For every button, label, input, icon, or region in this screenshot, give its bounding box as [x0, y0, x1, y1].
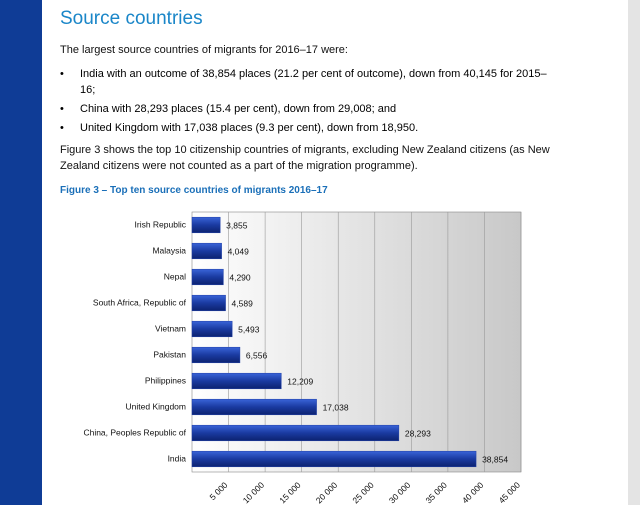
bar: [191, 450, 477, 468]
value-label: 12,209: [287, 376, 313, 386]
y-tick-label: India: [168, 453, 187, 463]
figure-title: Figure 3 – Top ten source countries of m…: [60, 185, 328, 196]
y-tick-label: Philippines: [145, 375, 186, 385]
y-tick-label: South Africa, Republic of: [93, 297, 187, 307]
bullet: India with an outcome of 38,854 places (…: [60, 66, 560, 98]
bar: [191, 346, 241, 364]
bullet: China with 28,293 places (15.4 per cent)…: [60, 101, 560, 117]
bar: [191, 268, 224, 286]
bar: [191, 398, 317, 416]
bar: [191, 424, 400, 442]
x-tick-label: 10 000: [241, 480, 267, 505]
x-tick-label: 30 000: [387, 480, 413, 505]
y-tick-label: Pakistan: [153, 349, 186, 359]
value-label: 6,556: [246, 350, 268, 360]
x-tick-label: 15 000: [277, 480, 303, 505]
value-label: 5,493: [238, 324, 260, 334]
y-tick-label: Irish Republic: [135, 219, 187, 229]
value-label: 4,290: [229, 272, 251, 282]
bar: [191, 320, 233, 338]
value-label: 4,589: [232, 298, 254, 308]
y-tick-label: United Kingdom: [126, 401, 186, 411]
x-tick-label: 25 000: [350, 480, 376, 505]
value-label: 3,855: [226, 220, 248, 230]
bar: [191, 294, 226, 312]
bullet: United Kingdom with 17,038 places (9.3 p…: [60, 120, 560, 136]
side-strip: [0, 0, 42, 505]
heading: Source countries: [60, 8, 203, 29]
bar: [191, 216, 221, 234]
value-label: 38,854: [482, 454, 508, 464]
y-tick-label: Malaysia: [152, 245, 186, 255]
paragraph: Figure 3 shows the top 10 citizenship co…: [60, 144, 550, 172]
x-tick-label: 5 000: [207, 480, 229, 502]
intro: The largest source countries of migrants…: [60, 44, 348, 56]
y-tick-label: Vietnam: [155, 323, 186, 333]
bullet-list: India with an outcome of 38,854 places (…: [60, 66, 560, 139]
bar: [191, 372, 282, 390]
x-tick-label: 20 000: [314, 480, 340, 505]
y-tick-label: Nepal: [164, 271, 186, 281]
y-tick-label: China, Peoples Republic of: [83, 427, 186, 437]
value-label: 28,293: [405, 428, 431, 438]
x-tick-label: 35 000: [423, 480, 449, 505]
value-label: 17,038: [323, 402, 349, 412]
x-tick-label: 45 000: [497, 480, 523, 505]
x-tick-label: 40 000: [460, 480, 486, 505]
value-label: 4,049: [228, 246, 250, 256]
bar: [191, 242, 222, 260]
